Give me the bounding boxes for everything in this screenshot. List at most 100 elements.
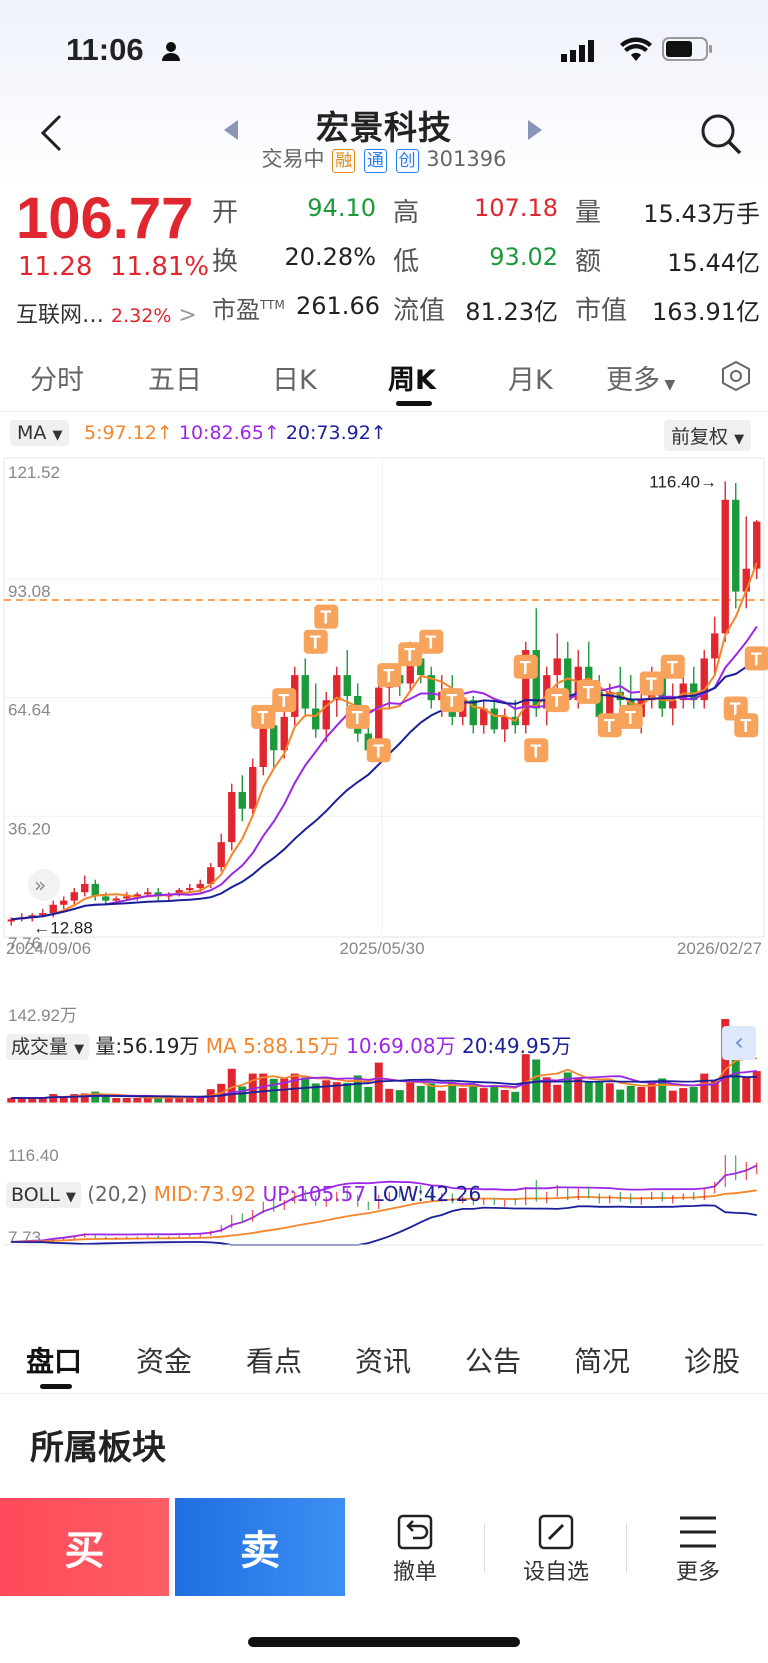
volume-selector[interactable]: 成交量 ▼ <box>6 1034 90 1060</box>
volume-bar <box>364 1086 373 1103</box>
open-value: 94.10 <box>307 194 376 222</box>
volume-header: 成交量 ▼ 量:56.19万 MA 5:88.15万 10:69.08万 20:… <box>6 1030 571 1060</box>
adjust-selector[interactable]: 前复权 ▼ <box>664 420 752 451</box>
current-price: 106.77 <box>16 186 194 251</box>
volume-bar <box>500 1089 509 1103</box>
cancel-order-button[interactable]: 撤单 <box>355 1510 475 1586</box>
volume-bar <box>553 1084 562 1103</box>
search-icon[interactable] <box>700 113 742 155</box>
volume-current: 量:56.19万 <box>95 1034 200 1058</box>
boll-low: LOW:42.26 <box>372 1182 482 1206</box>
collapse-panel-button[interactable]: ‹ <box>722 1026 756 1060</box>
boll-top-label: 116.40 <box>8 1146 59 1165</box>
tab-funds[interactable]: 资金 <box>136 1345 193 1378</box>
volume-bar <box>185 1097 194 1103</box>
candle-body <box>721 499 729 634</box>
volume-bar <box>689 1086 698 1103</box>
boll-params: (20,2) <box>87 1182 148 1206</box>
candle-body <box>690 683 698 701</box>
cancel-order-label: 撤单 <box>392 1560 437 1585</box>
tab-highlights[interactable]: 看点 <box>246 1345 303 1378</box>
x-axis-date: 2024/09/06 <box>6 939 91 958</box>
trade-t-marker <box>734 713 759 738</box>
next-stock-icon[interactable] <box>528 120 544 140</box>
volume-bar <box>164 1097 173 1103</box>
tab-news[interactable]: 资讯 <box>355 1345 412 1378</box>
tab-daily-k[interactable]: 日K <box>272 365 317 396</box>
add-watchlist-button[interactable]: 设自选 <box>496 1510 616 1586</box>
boll-up-line <box>11 1164 758 1243</box>
trade-t-marker-label: T <box>740 716 751 736</box>
trade-t-marker-label: T <box>530 741 541 761</box>
volume-bar <box>416 1085 425 1103</box>
trade-t-marker <box>377 663 402 688</box>
tab-handicap[interactable]: 盘口 <box>26 1345 83 1378</box>
volume-bar <box>332 1082 341 1103</box>
y-axis-label: 121.52 <box>8 463 60 482</box>
boll-low-line <box>11 1204 757 1246</box>
volume-bar <box>752 1071 761 1103</box>
volume-bar <box>353 1075 362 1103</box>
wifi-icon <box>620 37 652 61</box>
tab-profile[interactable]: 简况 <box>574 1345 631 1378</box>
prev-stock-icon[interactable] <box>224 120 240 140</box>
candle-body <box>249 766 257 809</box>
volume-bar <box>227 1068 236 1103</box>
tab-intraday[interactable]: 分时 <box>30 365 84 396</box>
trade-t-marker-label: T <box>667 658 678 678</box>
volume-bar <box>17 1097 26 1103</box>
volume-bar <box>469 1083 478 1103</box>
expand-handle <box>28 869 60 901</box>
y-axis-label: 64.64 <box>8 701 51 720</box>
tab-announcements[interactable]: 公告 <box>465 1345 522 1378</box>
candle-body <box>102 896 110 901</box>
volume-bar <box>511 1091 520 1103</box>
ma5-value: 5:97.12 <box>84 422 157 444</box>
volume-bar <box>437 1090 446 1103</box>
candle-body <box>238 792 246 809</box>
more-button[interactable]: 更多 <box>638 1510 758 1586</box>
industry-link[interactable]: 互联网… 2.32% > <box>16 297 197 329</box>
buy-button[interactable]: 买 <box>0 1498 169 1596</box>
candle-body <box>70 892 78 901</box>
float-cap-label: 流值 <box>393 296 446 326</box>
tab-diagnosis[interactable]: 诊股 <box>684 1345 741 1378</box>
volume-bar <box>80 1093 89 1103</box>
volume-bar <box>637 1086 646 1103</box>
expand-handle-icon: » <box>34 873 46 897</box>
low-label: 低 <box>393 247 420 277</box>
caret-down-icon: ▼ <box>734 432 745 447</box>
tab-weekly-k[interactable]: 周K <box>388 365 436 396</box>
volume-bar <box>710 1081 719 1103</box>
trade-t-marker <box>419 629 444 654</box>
high-label: 高 <box>393 198 420 228</box>
ma-selector[interactable]: MA ▼ <box>10 420 70 446</box>
industry-pct: 2.32% <box>111 305 172 327</box>
trade-t-marker-label: T <box>425 633 436 653</box>
high-value: 107.18 <box>474 194 558 222</box>
candle-body <box>427 675 435 701</box>
back-icon[interactable] <box>38 113 64 153</box>
sell-button[interactable]: 卖 <box>175 1498 345 1596</box>
candle-body <box>742 568 750 592</box>
candle-body <box>144 892 152 895</box>
trade-t-marker-label: T <box>604 716 615 736</box>
tab-five-day[interactable]: 五日 <box>148 365 202 396</box>
tab-more[interactable]: 更多 ▼ <box>606 365 676 396</box>
candle-body <box>60 900 68 905</box>
industry-name: 互联网… <box>16 303 105 328</box>
boll-selector[interactable]: BOLL ▼ <box>6 1182 81 1208</box>
pe-value: 261.66 <box>296 292 380 320</box>
candle-body <box>606 691 614 717</box>
settings-hex-icon[interactable] <box>720 360 752 392</box>
boll-mid: MID:73.92 <box>153 1182 257 1206</box>
volume-bar <box>196 1096 205 1103</box>
kline-chart[interactable]: 121.5293.0864.6436.207.76116.40→←12.88TT… <box>0 455 768 1325</box>
volume-bar <box>479 1088 488 1103</box>
turnover-label: 换 <box>212 247 239 277</box>
volume-bar <box>742 1077 751 1103</box>
trade-t-marker <box>618 704 643 729</box>
trade-t-marker <box>303 629 328 654</box>
tab-monthly-k[interactable]: 月K <box>508 365 553 396</box>
volume-bar <box>311 1083 320 1103</box>
